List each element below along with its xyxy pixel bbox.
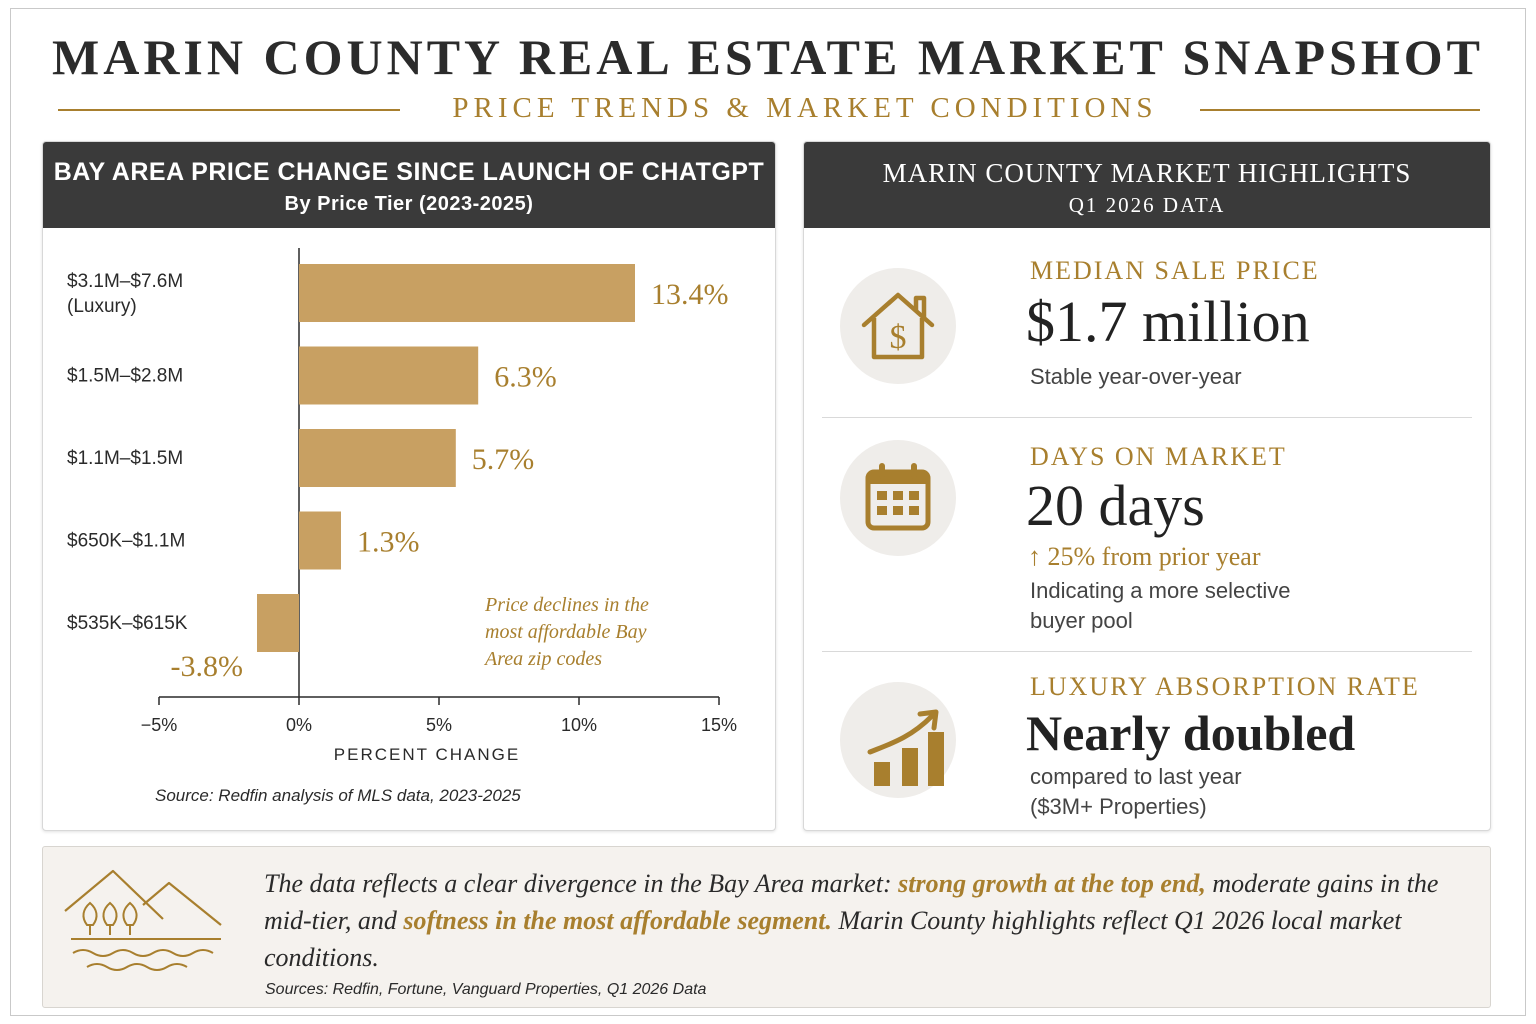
data-label: 6.3% xyxy=(494,361,557,394)
category-label: $1.1M–$1.5M xyxy=(67,448,183,469)
bar xyxy=(299,429,456,487)
mountains-trees-water-icon xyxy=(64,869,222,971)
house-dollar-icon: $ xyxy=(840,268,956,384)
svg-text:$: $ xyxy=(890,319,907,356)
chart-title: BAY AREA PRICE CHANGE SINCE LAUNCH OF CH… xyxy=(53,158,765,186)
days-on-market-note: Indicating a more selective buyer pool xyxy=(1030,576,1290,636)
summary-highlight-top-end: strong growth at the top end, xyxy=(898,869,1206,898)
highlight-divider xyxy=(822,417,1472,418)
up-arrow-icon: ↑ xyxy=(1028,542,1041,571)
days-on-market-value: 20 days xyxy=(1026,473,1205,538)
summary-highlight-affordable: softness in the most affordable segment. xyxy=(403,906,832,935)
summary-text: The data reflects a clear divergence in … xyxy=(264,865,1444,976)
subtitle-rule-left xyxy=(58,109,400,111)
growth-chart-icon xyxy=(840,682,956,798)
data-label: 13.4% xyxy=(651,278,729,311)
summary-part: moderate gains in the mid-tier, and xyxy=(264,869,1439,935)
highlight-divider xyxy=(822,651,1472,652)
summary-part: Marin County highlights reflect Q1 2026 … xyxy=(264,906,1402,972)
summary-sources: Sources: Redfin, Fortune, Vanguard Prope… xyxy=(265,981,707,998)
market-highlights-panel: MARIN COUNTY MARKET HIGHLIGHTS Q1 2026 D… xyxy=(803,141,1491,831)
x-tick-label: −5% xyxy=(141,715,178,735)
x-tick-label: 5% xyxy=(426,715,452,735)
note-line: compared to last year xyxy=(1030,764,1242,789)
chart-annotation: Price declines in the xyxy=(484,594,649,616)
note-line: ($3M+ Properties) xyxy=(1030,794,1207,819)
bar xyxy=(257,594,299,652)
highlights-panel-header: MARIN COUNTY MARKET HIGHLIGHTS Q1 2026 D… xyxy=(804,142,1490,228)
highlights-title: MARIN COUNTY MARKET HIGHLIGHTS xyxy=(882,158,1412,188)
luxury-absorption-value: Nearly doubled xyxy=(1026,705,1356,761)
page-title: MARIN COUNTY REAL ESTATE MARKET SNAPSHOT xyxy=(52,29,1484,85)
category-label: $3.1M–$7.6M xyxy=(67,271,183,292)
highlight-luxury-absorption: LUXURY ABSORPTION RATE Nearly doubled co… xyxy=(804,662,1490,830)
luxury-absorption-label: LUXURY ABSORPTION RATE xyxy=(1030,672,1420,701)
data-label: -3.8% xyxy=(171,650,243,683)
price-change-bar-chart: −5% 0% 5% 10% 15% PERCENT CHANGE $3.1M–$7.6M (L… xyxy=(67,248,737,764)
category-label: $535K–$615K xyxy=(67,613,188,634)
category-label: (Luxury) xyxy=(67,296,137,317)
change-percent: 25% xyxy=(1047,542,1096,571)
median-sale-price-note: Stable year-over-year xyxy=(1030,364,1242,389)
chart-source: Source: Redfin analysis of MLS data, 202… xyxy=(155,786,521,805)
category-label: $650K–$1.1M xyxy=(67,531,185,552)
summary-box: The data reflects a clear divergence in … xyxy=(42,846,1491,1008)
median-sale-price-label: MEDIAN SALE PRICE xyxy=(1030,256,1320,285)
days-on-market-change: ↑ 25% from prior year xyxy=(1028,542,1261,572)
calendar-icon xyxy=(840,440,956,556)
note-line: buyer pool xyxy=(1030,608,1133,633)
luxury-absorption-note: compared to last year ($3M+ Properties) xyxy=(1030,762,1242,822)
highlight-days-on-market: DAYS ON MARKET 20 days ↑ 25% from prior … xyxy=(804,428,1490,650)
chart-annotation: Area zip codes xyxy=(483,648,602,670)
price-change-panel: BAY AREA PRICE CHANGE SINCE LAUNCH OF CH… xyxy=(42,141,776,831)
bar xyxy=(299,511,341,570)
chart-annotation: most affordable Bay xyxy=(485,621,647,643)
chart-subtitle: By Price Tier (2023-2025) xyxy=(284,193,534,215)
page-frame xyxy=(10,8,1526,1016)
data-label: 5.7% xyxy=(472,443,535,476)
x-tick-label: 10% xyxy=(561,715,597,735)
days-on-market-label: DAYS ON MARKET xyxy=(1030,442,1287,471)
highlight-median-sale-price: $ MEDIAN SALE PRICE $1.7 million Stable … xyxy=(804,242,1490,418)
summary-part: The data reflects a clear divergence in … xyxy=(264,869,899,898)
subtitle-row: PRICE TRENDS & MARKET CONDITIONS xyxy=(58,92,1480,128)
x-tick-label: 15% xyxy=(701,715,737,735)
subtitle-rule-right xyxy=(1200,109,1480,111)
chart-panel-header: BAY AREA PRICE CHANGE SINCE LAUNCH OF CH… xyxy=(43,142,775,228)
x-axis-label: PERCENT CHANGE xyxy=(334,745,520,764)
category-label: $1.5M–$2.8M xyxy=(67,366,183,387)
highlights-subtitle: Q1 2026 DATA xyxy=(1068,193,1226,217)
data-label: 1.3% xyxy=(357,526,420,559)
median-sale-price-value: $1.7 million xyxy=(1026,289,1310,354)
change-text: from prior year xyxy=(1101,542,1261,571)
x-tick-label: 0% xyxy=(286,715,312,735)
bar xyxy=(299,264,635,322)
page-subtitle: PRICE TRENDS & MARKET CONDITIONS xyxy=(452,92,1158,124)
bar xyxy=(299,346,479,405)
note-line: Indicating a more selective xyxy=(1030,578,1291,603)
